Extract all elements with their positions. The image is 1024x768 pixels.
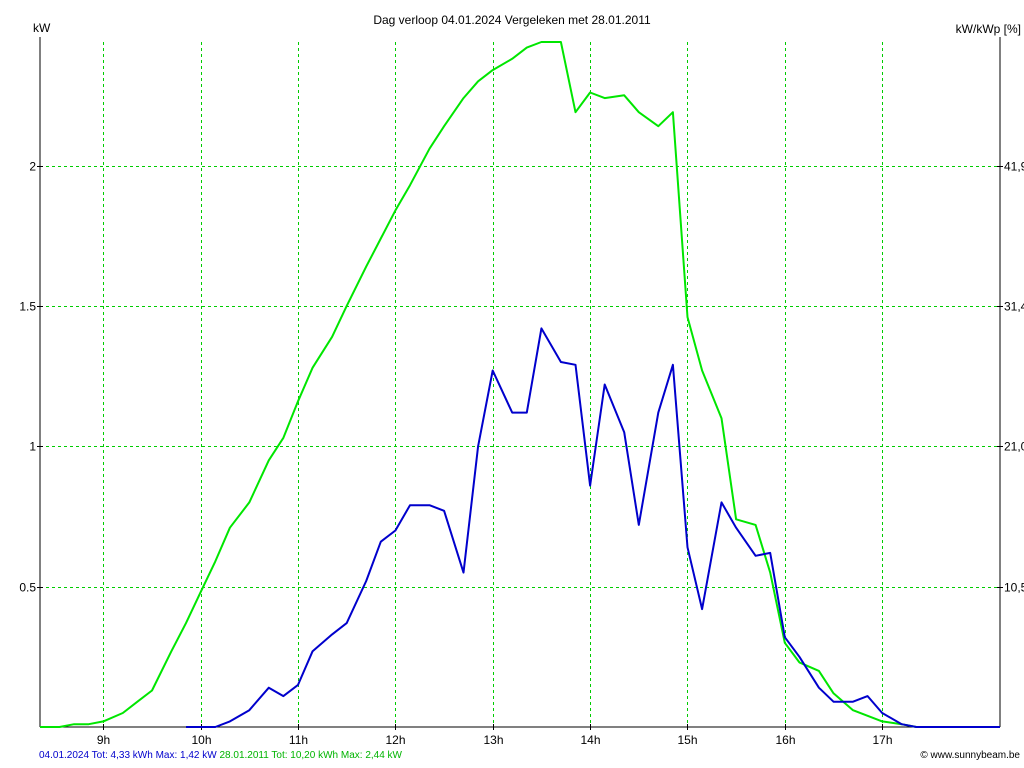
y-tick-label: 2	[29, 160, 36, 174]
series-line-28-01-2011	[40, 41, 917, 728]
x-tick-label: 11h	[289, 733, 308, 747]
series-layer	[40, 41, 1000, 728]
x-tick-label: 10h	[191, 733, 211, 747]
footer-credit: © www.sunnybeam.be	[920, 750, 1020, 761]
y2-tick-label: 41,9	[1004, 160, 1024, 174]
footer-series-2024: 04.01.2024 Tot: 4,33 kWh Max: 1,42 kW	[39, 750, 217, 761]
chart-title: Dag verloop 04.01.2024 Vergeleken met 28…	[373, 13, 651, 27]
footer-left: 04.01.2024 Tot: 4,33 kWh Max: 1,42 kW 28…	[39, 750, 402, 761]
x-axis-ticks: 9h 10h 11h 12h 13h 14h 15h 16h 17h	[97, 724, 893, 747]
x-tick-label: 14h	[580, 733, 600, 747]
y-axis-label-right: kW/kWp [%]	[956, 22, 1021, 36]
y-tick-label: 0.5	[19, 581, 36, 595]
footer-series-2011: 28.01.2011 Tot: 10,20 kWh Max: 2,44 kW	[219, 750, 402, 761]
x-tick-label: 15h	[677, 733, 697, 747]
y-axis-ticks-left: 0.5 1 1.5 2	[19, 160, 43, 595]
y-tick-label: 1	[29, 440, 36, 454]
series-line-04-01-2024	[186, 327, 1000, 728]
x-tick-label: 12h	[385, 733, 405, 747]
x-tick-label: 9h	[97, 733, 110, 747]
y2-tick-label: 10,5	[1004, 581, 1024, 595]
y-tick-label: 1.5	[19, 300, 36, 314]
x-tick-label: 16h	[775, 733, 795, 747]
y2-tick-label: 31,4	[1004, 300, 1024, 314]
x-tick-label: 13h	[483, 733, 503, 747]
y-axis-ticks-right: 10,5 21,0 31,4 41,9	[997, 160, 1024, 595]
axes	[39, 37, 1001, 728]
y-axis-label-left: kW	[33, 21, 51, 35]
x-tick-label: 17h	[872, 733, 892, 747]
grid	[40, 42, 1000, 727]
y2-tick-label: 21,0	[1004, 440, 1024, 454]
